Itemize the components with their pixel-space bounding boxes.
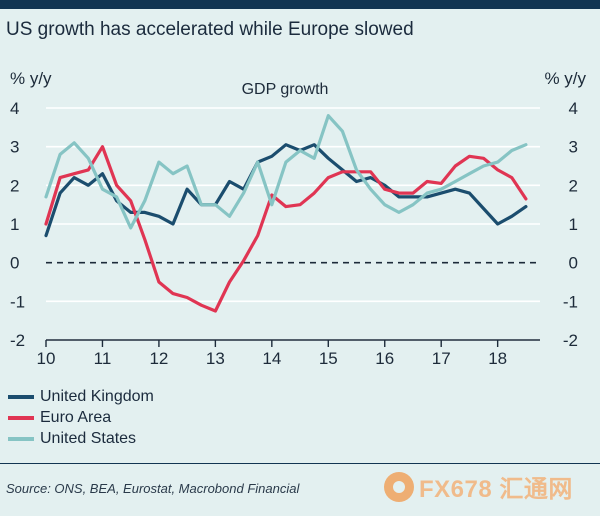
y-tick-left-4: 4 xyxy=(10,99,19,118)
series-line-united-kingdom xyxy=(44,143,528,238)
y-tick-left--1: -1 xyxy=(10,292,25,311)
y-tick-right-0: 0 xyxy=(569,254,578,273)
top-rule xyxy=(0,0,600,9)
y-tick-right-3: 3 xyxy=(569,138,578,157)
x-tick-label-15: 15 xyxy=(319,349,338,368)
x-tick-label-12: 12 xyxy=(149,349,168,368)
x-tick-label-18: 18 xyxy=(488,349,507,368)
y-tick-right--1: -1 xyxy=(563,292,578,311)
legend-item-united-kingdom: United Kingdom xyxy=(8,386,154,407)
legend-item-united-states: United States xyxy=(8,428,154,449)
y-tick-right-1: 1 xyxy=(569,215,578,234)
legend-label-united-states: United States xyxy=(40,429,137,447)
chart-title: GDP growth xyxy=(242,81,329,98)
headline-title: US growth has accelerated while Europe s… xyxy=(6,19,414,40)
legend-swatch-united-states xyxy=(8,436,34,441)
legend-swatch-united-kingdom xyxy=(8,394,34,399)
y-tick-right--2: -2 xyxy=(563,331,578,350)
x-tick-label-17: 17 xyxy=(432,349,451,368)
source-note: Source: ONS, BEA, Eurostat, Macrobond Fi… xyxy=(6,481,300,496)
y-axis-unit-right: % y/y xyxy=(544,69,586,88)
x-tick-label-10: 10 xyxy=(37,349,56,368)
y-tick-left-2: 2 xyxy=(10,176,19,195)
x-tick-label-16: 16 xyxy=(375,349,394,368)
y-tick-left-1: 1 xyxy=(10,215,19,234)
y-tick-right-4: 4 xyxy=(569,99,578,118)
legend-item-euro-area: Euro Area xyxy=(8,407,154,428)
watermark-logo-icon xyxy=(384,471,414,502)
legend-label-united-kingdom: United Kingdom xyxy=(40,387,154,405)
x-tick-label-13: 13 xyxy=(206,349,225,368)
x-tick-label-11: 11 xyxy=(94,349,112,368)
y-axis-unit-left: % y/y xyxy=(10,69,52,88)
legend: United Kingdom Euro Area United States xyxy=(8,386,154,449)
y-tick-left-0: 0 xyxy=(10,254,19,273)
y-tick-left--2: -2 xyxy=(10,331,25,350)
watermark: FX678 汇通网 xyxy=(384,469,573,504)
bottom-rule xyxy=(0,463,600,464)
y-tick-left-3: 3 xyxy=(10,138,19,157)
y-tick-right-2: 2 xyxy=(569,176,578,195)
series-line-united-states xyxy=(44,114,528,230)
x-tick-label-14: 14 xyxy=(262,349,281,368)
legend-swatch-euro-area xyxy=(8,415,34,420)
watermark-text: FX678 汇通网 xyxy=(419,476,573,503)
legend-label-euro-area: Euro Area xyxy=(40,408,112,426)
series-line-euro-area xyxy=(44,145,528,313)
